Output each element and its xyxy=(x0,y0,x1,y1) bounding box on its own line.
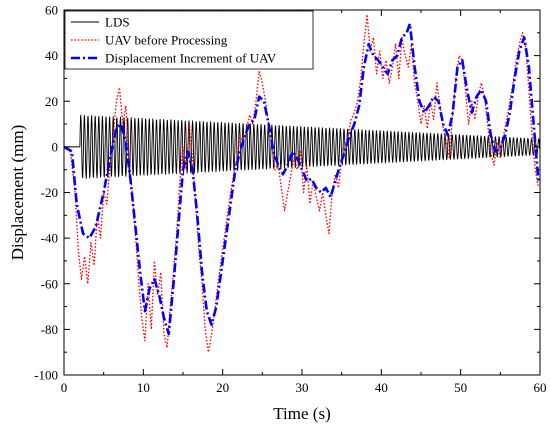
legend-label-2: Displacement Increment of UAV xyxy=(105,51,277,66)
series-line-0 xyxy=(64,114,540,179)
x-tick-label: 10 xyxy=(137,380,150,395)
axes: 0 10 20 30 40 50 60 60 40 20 0 -20 -40 -60 -80 -100 xyxy=(34,3,546,396)
x-axis-title: Time (s) xyxy=(273,404,330,423)
series-line-2 xyxy=(64,22,540,336)
y-tick-label: -40 xyxy=(41,231,58,246)
series-line-1 xyxy=(64,13,540,353)
y-tick-label: -20 xyxy=(41,185,58,200)
x-tick-label: 30 xyxy=(296,380,309,395)
y-tick-label: 0 xyxy=(52,139,59,154)
y-axis-title: Displacement (mm) xyxy=(8,125,27,261)
x-tick-label: 20 xyxy=(216,380,229,395)
y-tick-label: 60 xyxy=(45,3,58,18)
plot-area xyxy=(64,13,540,353)
x-tick-label: 0 xyxy=(61,380,68,395)
legend-label-1: UAV before Processing xyxy=(105,33,228,48)
y-tick-label: -80 xyxy=(41,322,58,337)
y-tick-label: -100 xyxy=(34,368,58,383)
x-tick-label: 40 xyxy=(375,380,388,395)
legend: LDS UAV before Processing Displacement Inc… xyxy=(64,10,314,70)
y-tick-label: -60 xyxy=(41,276,58,291)
y-tick-label: 40 xyxy=(45,48,58,63)
y-tick-label: 20 xyxy=(45,94,58,109)
legend-label-0: LDS xyxy=(105,15,130,30)
x-tick-label: 60 xyxy=(534,380,547,395)
x-tick-label: 50 xyxy=(454,380,467,395)
legend-box xyxy=(64,10,314,70)
